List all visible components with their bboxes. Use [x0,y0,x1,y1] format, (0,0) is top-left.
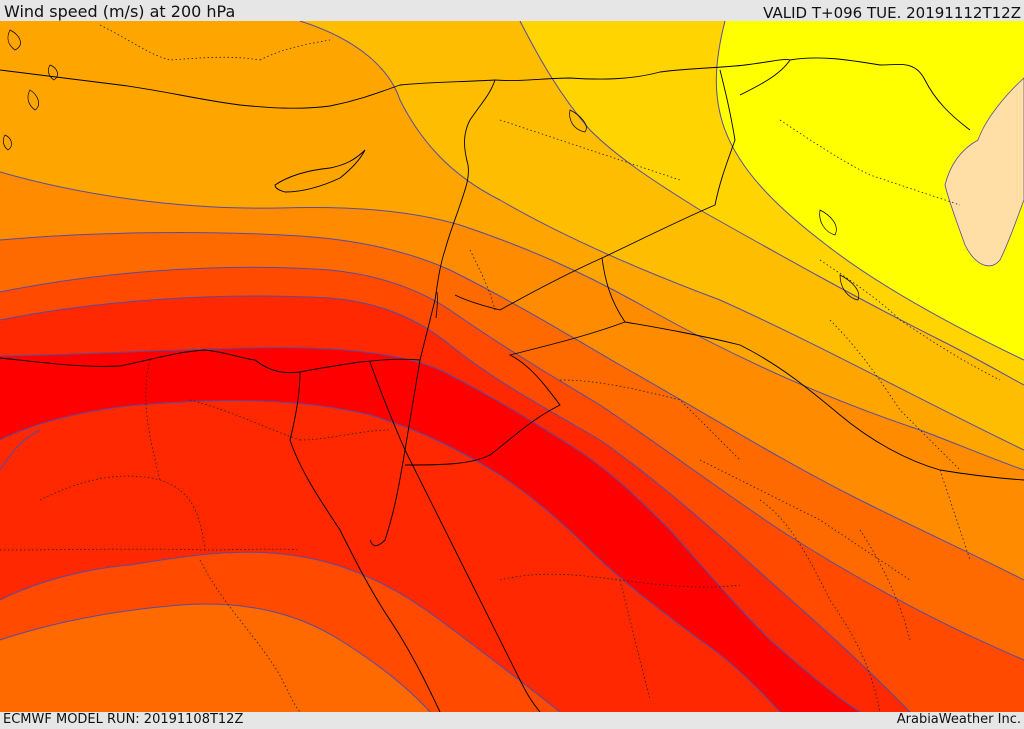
red-sea-east-coast [404,449,541,712]
province-line-14 [779,119,961,206]
contour-8 [0,347,861,712]
contour-11 [0,603,431,712]
province-boundaries [0,24,1001,712]
contour-6 [0,266,1024,661]
province-line-20 [859,529,911,641]
speed-band-pale [944,77,1024,267]
valid-time: VALID T+096 TUE. 20191112T12Z [763,4,1021,22]
header-bar: Wind speed (m/s) at 200 hPa VALID T+096 … [0,0,1024,22]
cyprus-island [274,149,366,193]
province-line-13 [259,39,331,61]
lake-1 [819,209,837,236]
egypt-coastline [0,349,421,374]
contour-9 [0,400,781,712]
credit-label: ArabiaWeather Inc. [896,712,1021,727]
contour-3 [715,21,1024,361]
island-4 [48,64,58,81]
province-line-3 [145,359,161,481]
province-line-1 [39,475,206,551]
island-3 [2,134,12,151]
province-line-10 [559,379,741,461]
contour-4 [0,171,1024,471]
speed-band-yellow [716,21,1024,360]
contour-5 [0,232,1024,581]
contour-10 [0,551,561,712]
syria-turkey-border [494,57,971,131]
iraq-lakes [569,109,860,301]
aegean-islands [2,29,58,151]
province-line-6 [199,559,301,712]
province-line-15 [819,259,1001,381]
province-line-16 [829,319,961,471]
model-run-label: ECMWF MODEL RUN: 20191108T12Z [3,712,244,727]
province-line-2 [0,548,301,551]
contour-7 [0,295,911,712]
province-line-17 [499,119,681,181]
speed-band-south-lower [0,604,430,712]
dead-sea [435,291,438,319]
iraq-saudi-border [624,321,1024,481]
levant-coastline [419,79,496,361]
province-line-5 [299,429,391,441]
syria-iraq-border [454,257,603,311]
map-title: Wind speed (m/s) at 200 hPa [4,2,236,21]
sinai-border [369,361,406,451]
province-line-12 [99,24,261,61]
turkey-coastline [0,69,496,109]
island-2 [27,89,39,111]
map-canvas [0,21,1024,712]
iraq-iran-border [739,59,791,96]
contour-2 [519,21,1024,386]
province-line-4 [189,399,301,441]
lake-2 [839,274,860,301]
province-line-19 [939,469,971,561]
isotach-contours [0,21,1024,712]
gulf-of-aqaba [369,359,421,547]
lake-3 [569,109,587,133]
jordan-saudi-border [404,69,736,466]
wind-speed-map [0,21,1024,712]
contour-12 [0,429,41,471]
contour-1 [299,21,1024,451]
province-line-18 [469,249,496,311]
island-1 [7,29,21,51]
jet-core [0,347,860,712]
gulf-of-suez [289,371,441,712]
country-borders [0,57,1024,712]
footer-bar: ECMWF MODEL RUN: 20191108T12Z ArabiaWeat… [0,712,1024,729]
province-line-7 [499,573,741,588]
